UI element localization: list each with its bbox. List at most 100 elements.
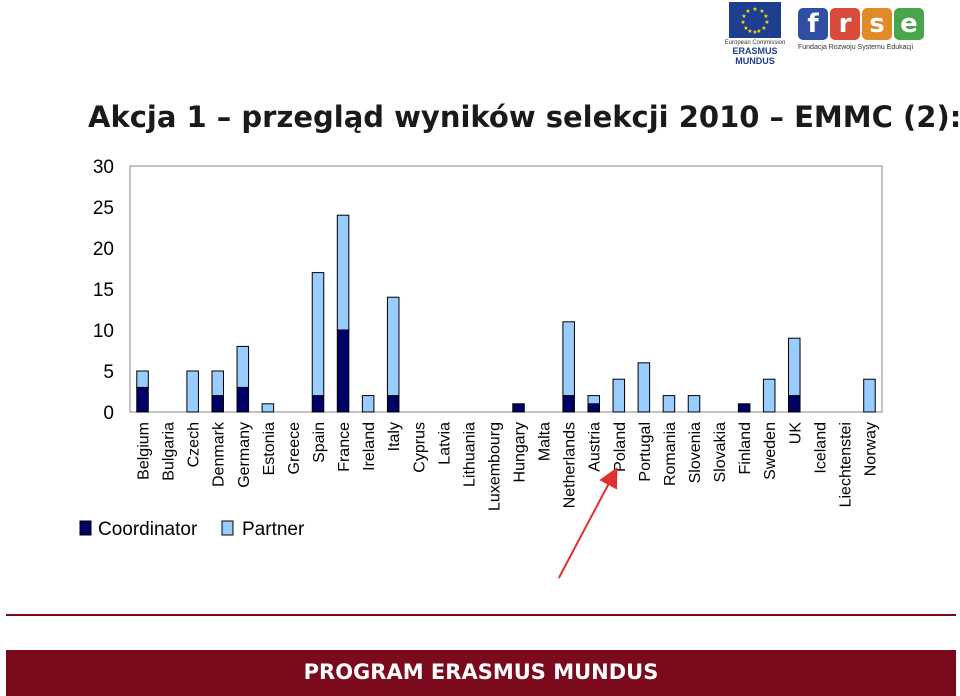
x-tick-label: Finland <box>737 422 754 474</box>
bar-partner-czech <box>186 370 199 413</box>
x-tick-label: Luxembourg <box>486 422 503 511</box>
x-tick-label: France <box>336 422 353 472</box>
bar-partner-belgium <box>136 370 149 388</box>
x-tick-label: Norway <box>862 422 879 476</box>
frse-logo: f r s e Fundacja Rozwoju Systemu Edukacj… <box>798 8 930 56</box>
bar-coordinator-belgium <box>136 386 149 413</box>
x-tick-label: Iceland <box>812 422 829 474</box>
bar-partner-germany <box>236 345 250 388</box>
european-commission-logo: ★ ★ ★ ★ ★ ★ ★ ★ ★ ★ ★ ★ European Commission ERASM… <box>724 0 786 68</box>
svg-text:★: ★ <box>763 13 768 20</box>
x-tick-label: Italy <box>386 422 403 451</box>
bar-coordinator-austria <box>587 403 600 413</box>
bar-coordinator-spain <box>311 395 325 413</box>
svg-text:★: ★ <box>752 29 757 36</box>
x-tick-label: Latvia <box>436 422 453 465</box>
eu-flag-icon: ★ ★ ★ ★ ★ ★ ★ ★ ★ ★ ★ ★ <box>729 2 781 38</box>
x-tick-label: Slovenia <box>687 422 704 483</box>
plot-area-frame <box>129 165 883 413</box>
bar-partner-denmark <box>211 370 224 397</box>
bar-partner-spain <box>311 272 325 397</box>
x-tick-label: Cyprus <box>411 422 428 473</box>
x-tick-label: Estonia <box>261 422 278 475</box>
bar-partner-estonia <box>261 403 275 413</box>
bar-coordinator-uk <box>788 395 801 413</box>
x-tick-label: Germany <box>236 422 253 488</box>
stacked-bar-chart: 0 5 10 15 20 25 30 Belgium Bulgaria Czech Denmark G… <box>79 157 883 579</box>
bar-partner-slovenia <box>687 395 701 413</box>
ec-caption: European Commission <box>724 40 786 46</box>
x-tick-label: Romania <box>662 422 679 486</box>
bar-partner-poland <box>612 378 626 413</box>
bar-coordinator-italy <box>386 395 400 413</box>
x-tick-label: Spain <box>311 422 328 463</box>
bar-partner-austria <box>587 395 600 405</box>
x-tick-label: Netherlands <box>562 422 579 508</box>
x-tick-label: UK <box>787 422 804 445</box>
bar-partner-romania <box>662 395 676 413</box>
svg-text:★: ★ <box>752 6 757 13</box>
svg-text:★: ★ <box>759 8 764 15</box>
annotation-arrow <box>557 467 618 579</box>
svg-text:★: ★ <box>756 28 761 35</box>
footer-divider <box>6 614 956 616</box>
x-tick-label: Poland <box>612 422 629 472</box>
svg-text:★: ★ <box>745 8 750 15</box>
x-tick-label: Austria <box>587 422 604 472</box>
bar-coordinator-hungary <box>512 403 525 413</box>
y-tick-label: 30 <box>93 157 114 178</box>
x-tick-label: Lithuania <box>461 422 478 487</box>
bar-partner-portugal <box>637 362 651 413</box>
bar-partner-ireland <box>361 395 375 413</box>
bar-partner-uk <box>788 337 801 397</box>
bar-coordinator-germany <box>236 386 250 413</box>
bar-partner-netherlands <box>562 321 575 397</box>
y-tick-label: 5 <box>103 362 114 383</box>
svg-text:★: ★ <box>761 25 766 32</box>
bar-coordinator-netherlands <box>562 395 575 413</box>
frse-caption: Fundacja Rozwoju Systemu Edukacji <box>798 44 914 51</box>
legend-coordinator-swatch <box>79 520 92 536</box>
x-tick-label: Slovakia <box>712 422 729 483</box>
frse-letter-s: s <box>862 8 892 40</box>
ec-mundus-label: MUNDUS <box>735 56 775 66</box>
bar-coordinator-denmark <box>211 395 224 413</box>
ec-erasmus-label: ERASMUS <box>732 46 778 56</box>
frse-letter-f: f <box>798 8 828 40</box>
x-tick-label: Czech <box>186 422 203 467</box>
x-tick-label: Portugal <box>637 422 654 482</box>
x-tick-label: Greece <box>286 422 303 475</box>
legend-partner-swatch <box>221 520 234 536</box>
svg-text:★: ★ <box>740 19 745 26</box>
x-tick-label: Hungary <box>512 422 529 482</box>
x-tick-label: Belgium <box>136 422 153 480</box>
svg-text:★: ★ <box>747 28 752 35</box>
x-tick-label: Liechtenstei <box>837 422 854 507</box>
y-tick-label: 25 <box>93 198 114 219</box>
bar-partner-italy <box>386 296 400 397</box>
footer-bar: PROGRAM ERASMUS MUNDUS <box>6 650 956 696</box>
x-tick-label: Bulgaria <box>161 422 178 481</box>
x-tick-label: Denmark <box>211 421 228 487</box>
frse-letter-e: e <box>894 8 924 40</box>
svg-text:★: ★ <box>743 25 748 32</box>
y-tick-label: 20 <box>93 239 114 260</box>
svg-text:★: ★ <box>764 19 769 26</box>
bar-partner-france <box>336 214 350 331</box>
x-tick-label: Malta <box>537 422 554 461</box>
legend-coordinator-label: Coordinator <box>98 519 198 540</box>
legend-partner-label: Partner <box>242 519 305 540</box>
bar-coordinator-france <box>336 329 350 413</box>
svg-text:★: ★ <box>741 13 746 20</box>
bar-coordinator-finland <box>737 403 751 413</box>
y-tick-label: 15 <box>93 280 114 301</box>
footer-text: PROGRAM ERASMUS MUNDUS <box>303 660 659 684</box>
bar-partner-sweden <box>762 378 776 413</box>
x-tick-label: Sweden <box>762 422 779 480</box>
bar-partner-norway <box>863 378 876 413</box>
y-tick-label: 0 <box>103 403 114 424</box>
eu-stars-icon: ★ ★★★ ★★★★ ★★★★ <box>740 6 769 36</box>
frse-letter-r: r <box>830 8 860 40</box>
y-tick-label: 10 <box>93 321 114 342</box>
x-tick-label: Ireland <box>361 422 378 471</box>
